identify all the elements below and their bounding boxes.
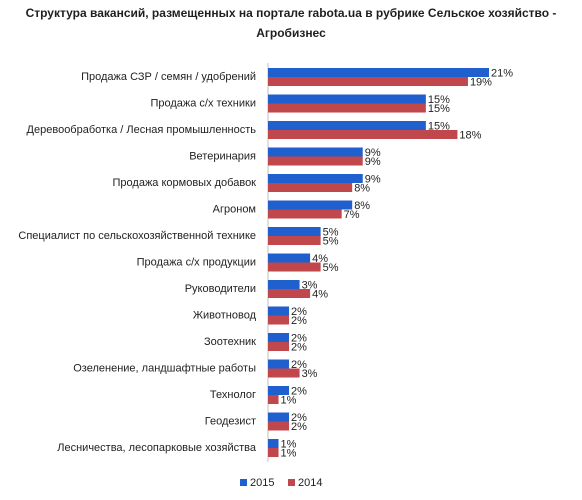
data-label-2015: 9% [365,174,381,186]
data-label-2015: 9% [365,147,381,159]
category-label: Продажа кормовых добавок [113,177,257,189]
data-label-2015: 21% [491,68,513,80]
data-label-2014: 4% [312,289,328,301]
chart-title: Структура вакансий, размещенных на порта… [0,0,582,43]
data-label-2015: 2% [291,386,307,398]
category-label: Зоотехник [204,336,256,348]
data-label-2015: 2% [291,306,307,318]
bar-2014 [268,262,321,272]
category-label: Деревообработка / Лесная промышленность [27,124,257,136]
category-label: Геодезист [205,416,256,428]
data-label-2014: 2% [291,421,307,433]
bar-2014 [268,368,300,378]
category-label: Технолог [210,389,256,401]
data-label-2015: 1% [281,439,297,451]
data-label-2015: 5% [323,227,339,239]
bar-2015 [268,200,353,210]
data-label-2015: 8% [354,200,370,212]
bar-2014 [268,183,353,192]
bar-2014 [268,342,290,351]
category-label: Лесничества, лесопарковые хозяйства [57,442,257,454]
category-label: Продажа с/х продукции [137,257,256,269]
data-label-2014: 19% [470,77,492,89]
bar-2015 [268,359,290,369]
bar-2015 [268,386,290,395]
bar-2015 [268,68,489,77]
chart-title-line-1: Структура вакансий, размещенных на порта… [25,6,557,20]
data-label-2015: 15% [428,121,450,133]
bar-2015 [268,412,290,422]
bar-2015 [268,121,426,130]
bar-2014 [268,448,279,457]
bar-2014 [268,130,458,139]
bar-2015 [268,439,279,448]
bar-2014 [268,103,426,113]
data-label-2014: 1% [281,448,297,460]
data-label-2015: 2% [291,359,307,371]
category-label: Агроном [213,204,256,216]
category-label: Продажа с/х техники [150,98,256,110]
data-label-2015: 2% [291,333,307,345]
data-label-2015: 15% [428,94,450,106]
data-label-2014: 9% [365,156,381,168]
legend-label-2015: 2015 [250,477,274,489]
bar-2014 [268,156,363,166]
bar-2014 [268,209,342,219]
bar-2014 [268,315,290,325]
bar-2014 [268,395,279,404]
data-label-2014: 18% [459,130,481,142]
legend-label-2014: 2014 [298,477,322,489]
data-label-2014: 5% [323,262,339,274]
category-label: Животновод [193,310,257,322]
bar-2015 [268,147,363,157]
data-label-2014: 15% [428,103,450,115]
legend-swatch-2015 [240,479,247,486]
data-label-2015: 3% [302,280,318,292]
legend-swatch-2014 [288,479,295,486]
bar-2014 [268,77,468,86]
bar-2014 [268,421,290,431]
bar-2015 [268,333,290,342]
data-label-2014: 2% [291,315,307,327]
category-label: Продажа СЗР / семян / удобрений [81,71,256,83]
bar-2014 [268,236,321,245]
data-label-2015: 4% [312,253,328,265]
category-label: Озеленение, ландшафтные работы [73,363,256,375]
data-label-2014: 3% [302,368,318,380]
bar-2015 [268,253,311,263]
bar-2015 [268,174,363,183]
chart-title-line-2: Агробизнес [256,26,326,40]
data-label-2014: 8% [354,183,370,195]
data-label-2014: 1% [281,395,297,407]
data-label-2015: 2% [291,412,307,424]
data-label-2014: 5% [323,236,339,248]
category-label: Руководители [185,283,256,295]
category-label: Специалист по сельскохозяйственной техни… [18,230,256,242]
bar-2015 [268,94,426,104]
bar-2015 [268,227,321,236]
data-label-2014: 7% [344,209,360,221]
bar-2015 [268,280,300,289]
bar-2014 [268,289,311,298]
category-label: Ветеринария [189,151,256,163]
data-label-2014: 2% [291,342,307,354]
bar-2015 [268,306,290,316]
